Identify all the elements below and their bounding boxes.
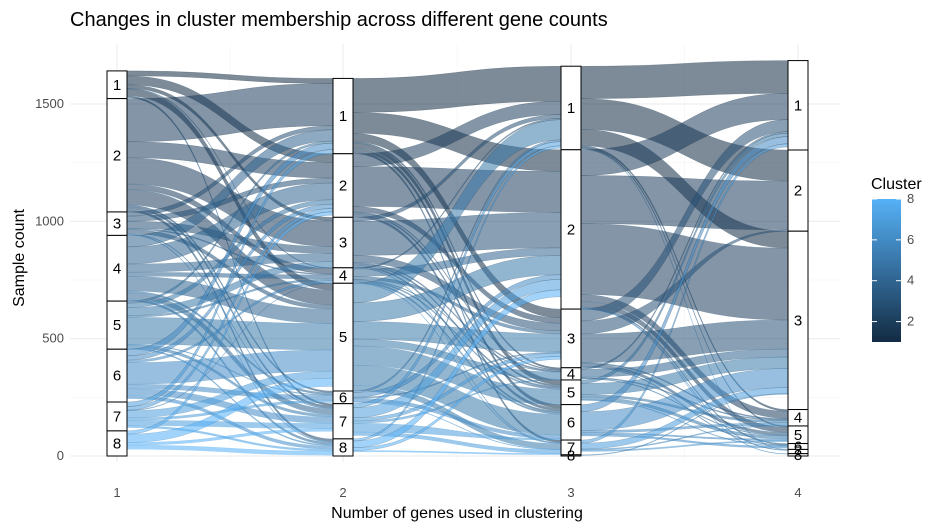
stratum-label: 6 <box>339 389 347 406</box>
x-tick-label: 4 <box>794 485 801 500</box>
stratum-box <box>560 454 582 457</box>
stratum-label: 2 <box>339 178 347 195</box>
y-tick-label: 500 <box>42 331 64 346</box>
y-tick-label: 1000 <box>35 213 64 228</box>
legend-tick-label: 2 <box>907 314 914 329</box>
stratum-label: 5 <box>567 384 575 401</box>
stratum-column-3: 1 2 3 45 6 78 <box>560 65 582 464</box>
stratum-label: 4 <box>794 410 802 427</box>
stratum-column-2: 1 2 3 4 5 6 7 8 <box>332 77 354 457</box>
stratum-label: 3 <box>113 216 121 233</box>
stratum-label: 3 <box>794 312 802 329</box>
y-axis-title: Sample count <box>11 209 28 307</box>
legend-colorbar <box>872 199 901 342</box>
stratum-box <box>787 453 809 457</box>
stratum-label: 1 <box>339 108 347 125</box>
axes: 0 500 1000 1500 1 2 3 4 <box>35 96 802 500</box>
x-axis-title: Number of genes used in clustering <box>331 505 583 522</box>
legend-tick-label: 8 <box>907 191 914 206</box>
stratum-label: 7 <box>339 413 347 430</box>
chart-title: Changes in cluster membership across dif… <box>70 9 608 31</box>
stratum-column-1: 1 2 3 4 5 6 7 8 <box>106 70 128 457</box>
stratum-label: 5 <box>794 427 802 444</box>
flow-ribbon <box>580 60 789 99</box>
x-tick-label: 2 <box>339 485 346 500</box>
legend-tick-label: 6 <box>907 232 914 247</box>
stratum-label: 5 <box>113 317 121 334</box>
stratum-label: 6 <box>113 368 121 385</box>
stratum-box <box>332 438 354 457</box>
stratum-label: 8 <box>794 447 802 464</box>
stratum-box <box>106 430 128 457</box>
y-tick-label: 0 <box>57 448 64 463</box>
stratum-label: 8 <box>339 439 347 456</box>
stratum-label: 2 <box>794 183 802 200</box>
flow-ribbons <box>126 60 789 456</box>
stratum-label: 3 <box>567 330 575 347</box>
stratum-label: 7 <box>113 408 121 425</box>
stratum-label: 8 <box>567 447 575 464</box>
stratum-label: 2 <box>113 147 121 164</box>
x-tick-label: 3 <box>567 485 574 500</box>
stratum-label: 6 <box>794 438 802 455</box>
stratum-label: 5 <box>339 329 347 346</box>
stratum-label: 3 <box>339 235 347 252</box>
stratum-label: 1 <box>567 100 575 117</box>
stratum-label: 8 <box>113 435 121 452</box>
legend-title: Cluster <box>871 176 922 193</box>
stratum-label: 7 <box>567 439 575 456</box>
legend-ticks: 2 4 6 8 <box>872 191 914 329</box>
legend-tick-label: 4 <box>907 273 914 288</box>
x-tick-label: 1 <box>113 485 120 500</box>
stratum-label: 4 <box>339 268 347 285</box>
stratum-label: 7 <box>794 444 802 461</box>
stratum-label: 1 <box>794 97 802 114</box>
color-legend: Cluster 2 4 6 8 <box>871 176 922 342</box>
y-tick-label: 1500 <box>35 96 64 111</box>
stratum-label: 4 <box>567 366 575 383</box>
stratum-label: 4 <box>113 260 121 277</box>
stratum-label: 2 <box>567 221 575 238</box>
stratum-label: 6 <box>567 414 575 431</box>
stratum-label: 1 <box>113 77 121 94</box>
